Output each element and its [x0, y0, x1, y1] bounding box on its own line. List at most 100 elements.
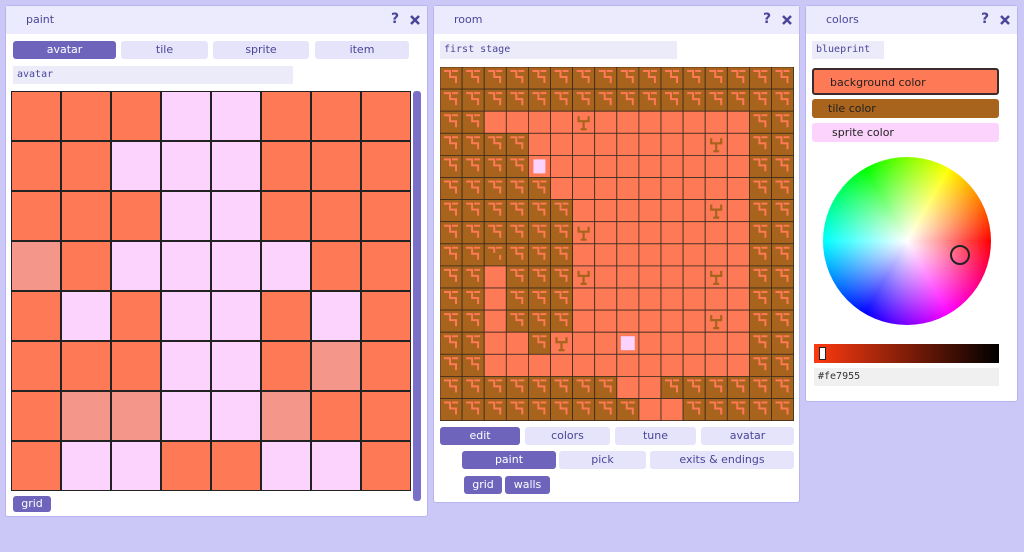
- pixel[interactable]: [111, 141, 161, 191]
- pixel[interactable]: [261, 241, 311, 291]
- pixel[interactable]: [111, 441, 161, 491]
- palette-input[interactable]: blueprint: [812, 41, 884, 59]
- pixel[interactable]: [311, 441, 361, 491]
- pixel[interactable]: [11, 291, 61, 341]
- pixel[interactable]: [61, 191, 111, 241]
- tile-pattern: [488, 180, 503, 194]
- pixel[interactable]: [261, 441, 311, 491]
- hex-input[interactable]: #fe7955: [814, 368, 999, 386]
- tab[interactable]: item: [315, 41, 409, 59]
- pixel[interactable]: [111, 191, 161, 241]
- pixel[interactable]: [261, 191, 311, 241]
- pixel[interactable]: [61, 391, 111, 441]
- pixel[interactable]: [361, 341, 411, 391]
- pixel[interactable]: [261, 391, 311, 441]
- pixel[interactable]: [261, 141, 311, 191]
- value-slider[interactable]: [814, 344, 999, 363]
- pixel[interactable]: [211, 241, 261, 291]
- room-canvas[interactable]: [440, 67, 795, 422]
- pixel[interactable]: [161, 141, 211, 191]
- pixel[interactable]: [11, 391, 61, 441]
- pixel[interactable]: [211, 191, 261, 241]
- color-option[interactable]: background color: [812, 68, 999, 95]
- pixel[interactable]: [61, 341, 111, 391]
- pixel[interactable]: [361, 391, 411, 441]
- pixel[interactable]: [361, 141, 411, 191]
- pixel[interactable]: [261, 291, 311, 341]
- floor-cell: [682, 353, 706, 377]
- close-button[interactable]: [781, 14, 793, 26]
- tab[interactable]: avatar: [701, 427, 794, 445]
- pixel[interactable]: [311, 191, 361, 241]
- pixel[interactable]: [11, 141, 61, 191]
- pixel[interactable]: [311, 341, 361, 391]
- name-input[interactable]: first stage: [440, 41, 677, 59]
- pixel[interactable]: [211, 441, 261, 491]
- pixel[interactable]: [361, 241, 411, 291]
- pixel[interactable]: [161, 441, 211, 491]
- pixel[interactable]: [11, 191, 61, 241]
- pixel[interactable]: [111, 341, 161, 391]
- pixel[interactable]: [11, 441, 61, 491]
- pixel[interactable]: [161, 391, 211, 441]
- pixel[interactable]: [161, 291, 211, 341]
- pixel[interactable]: [361, 191, 411, 241]
- tab[interactable]: edit: [440, 427, 520, 445]
- pixel[interactable]: [161, 341, 211, 391]
- help-button[interactable]: ?: [763, 11, 772, 27]
- pixel[interactable]: [361, 441, 411, 491]
- tool-button[interactable]: exits & endings: [650, 451, 794, 469]
- pixel[interactable]: [211, 291, 261, 341]
- pixel[interactable]: [311, 141, 361, 191]
- close-button[interactable]: [409, 14, 421, 26]
- pixel[interactable]: [161, 191, 211, 241]
- pixel[interactable]: [211, 91, 261, 141]
- tab[interactable]: colors: [525, 427, 610, 445]
- tab[interactable]: sprite: [213, 41, 309, 59]
- pixel[interactable]: [161, 241, 211, 291]
- pixel[interactable]: [311, 291, 361, 341]
- wheel-selector[interactable]: [950, 245, 970, 265]
- tab[interactable]: avatar: [13, 41, 116, 59]
- name-input[interactable]: avatar: [13, 66, 293, 84]
- color-option[interactable]: sprite color: [812, 123, 999, 142]
- pixel[interactable]: [61, 141, 111, 191]
- help-button[interactable]: ?: [981, 11, 990, 27]
- tool-button[interactable]: paint: [462, 451, 556, 469]
- pixel[interactable]: [261, 91, 311, 141]
- pixel[interactable]: [111, 241, 161, 291]
- tab[interactable]: tune: [615, 427, 696, 445]
- color-option[interactable]: tile color: [812, 99, 999, 118]
- pixel[interactable]: [111, 391, 161, 441]
- pixel[interactable]: [11, 241, 61, 291]
- pixel[interactable]: [111, 91, 161, 141]
- pixel[interactable]: [361, 91, 411, 141]
- pixel[interactable]: [11, 91, 61, 141]
- toggle-button[interactable]: walls: [505, 476, 550, 494]
- pixel[interactable]: [361, 291, 411, 341]
- pixel[interactable]: [61, 241, 111, 291]
- pixel[interactable]: [211, 341, 261, 391]
- help-button[interactable]: ?: [391, 11, 400, 27]
- pixel[interactable]: [311, 391, 361, 441]
- pixel[interactable]: [61, 441, 111, 491]
- toggle-button[interactable]: grid: [13, 496, 51, 512]
- pixel[interactable]: [211, 391, 261, 441]
- pixel[interactable]: [111, 291, 161, 341]
- paint-canvas[interactable]: [11, 91, 411, 491]
- tool-button[interactable]: pick: [559, 451, 646, 469]
- pixel[interactable]: [211, 141, 261, 191]
- pixel[interactable]: [311, 241, 361, 291]
- tab[interactable]: tile: [121, 41, 208, 59]
- pixel[interactable]: [11, 341, 61, 391]
- slider-handle[interactable]: [819, 347, 826, 360]
- scrollbar[interactable]: [413, 91, 421, 501]
- pixel[interactable]: [311, 91, 361, 141]
- pixel[interactable]: [261, 341, 311, 391]
- close-button[interactable]: [999, 14, 1011, 26]
- tile-pattern: [554, 224, 569, 238]
- toggle-button[interactable]: grid: [464, 476, 502, 494]
- pixel[interactable]: [61, 291, 111, 341]
- pixel[interactable]: [61, 91, 111, 141]
- pixel[interactable]: [161, 91, 211, 141]
